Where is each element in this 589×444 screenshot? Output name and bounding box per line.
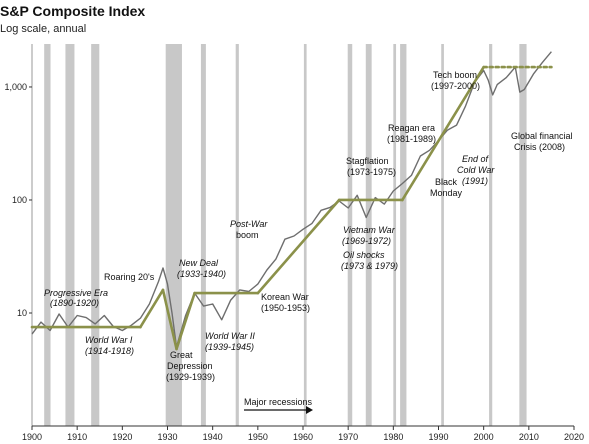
annotation-label: Roaring 20's xyxy=(104,272,155,282)
recession-band xyxy=(235,44,239,426)
annotation-label: World War I xyxy=(85,335,133,345)
annotation-label: Reagan era xyxy=(388,123,435,133)
recession-band xyxy=(200,44,206,426)
x-tick-label: 2020 xyxy=(564,432,584,442)
annotation-label: (1950-1953) xyxy=(261,303,310,313)
recession-band xyxy=(365,44,372,426)
annotation-label: Global financial xyxy=(511,131,573,141)
annotation-label: (1991) xyxy=(462,176,488,186)
recession-band xyxy=(65,44,75,426)
trend-lines xyxy=(30,65,553,351)
x-tick-label: 1960 xyxy=(293,432,313,442)
annotation-label: Crisis (2008) xyxy=(514,142,565,152)
annotation-label: (1981-1989) xyxy=(387,134,436,144)
annotation-label: Great xyxy=(170,350,193,360)
recession-band xyxy=(44,44,51,426)
x-tick-label: 1900 xyxy=(22,432,42,442)
annotation-label: (1939-1945) xyxy=(205,342,254,352)
chart-title: S&P Composite Index xyxy=(0,3,145,19)
recession-band xyxy=(303,44,307,426)
recession-band xyxy=(489,44,493,426)
recession-band xyxy=(519,44,527,426)
annotation-label: Oil shocks xyxy=(343,250,385,260)
trend-segment xyxy=(139,288,165,329)
annotations: Progressive Era(1890-1920)World War I(19… xyxy=(44,70,573,414)
axes: 1900 1910 1920 1930 1940 1950 1960 1970 1980 1990… xyxy=(4,44,584,442)
annotation-label: Post-War xyxy=(230,219,268,229)
recession-bands xyxy=(44,44,527,426)
annotation-label: Black xyxy=(435,177,458,187)
trend-segment xyxy=(175,291,196,351)
trend-segment xyxy=(401,65,485,202)
trend-segment xyxy=(256,198,341,295)
x-tick-label: 1980 xyxy=(383,432,403,442)
recession-band xyxy=(393,44,397,426)
x-tick-label: 1970 xyxy=(338,432,358,442)
annotation-label: World War II xyxy=(205,331,255,341)
x-tick-label: 1930 xyxy=(157,432,177,442)
recession-band xyxy=(91,44,100,426)
major-recessions-arrowhead xyxy=(306,406,313,414)
annotation-label: (1973 & 1979) xyxy=(341,261,398,271)
x-tick-label: 1950 xyxy=(248,432,268,442)
x-tick-label: 1940 xyxy=(203,432,223,442)
annotation-label: End of xyxy=(462,154,490,164)
x-tick-label: 2010 xyxy=(519,432,539,442)
annotation-label: Monday xyxy=(430,188,463,198)
annotation-label: (1890-1920) xyxy=(50,298,99,308)
recession-band xyxy=(347,44,353,426)
annotation-label: (1997-2000) xyxy=(431,81,480,91)
y-tick-label: 100 xyxy=(12,195,27,205)
annotation-label: New Deal xyxy=(179,258,219,268)
x-tick-label: 2000 xyxy=(474,432,494,442)
annotation-label: (1933-1940) xyxy=(177,269,226,279)
recession-band xyxy=(400,44,407,426)
annotation-label: Korean War xyxy=(261,292,309,302)
trend-segment xyxy=(161,288,178,351)
y-tick-label: 1,000 xyxy=(4,82,27,92)
recession-band xyxy=(441,44,444,426)
annotation-label: Cold War xyxy=(457,165,495,175)
annotation-label: Vietnam War xyxy=(343,225,396,235)
x-tick-label: 1920 xyxy=(112,432,132,442)
annotation-label: Major recessions xyxy=(244,397,313,407)
annotation-label: (1969-1972) xyxy=(342,236,391,246)
annotation-label: Stagflation xyxy=(346,156,389,166)
x-tick-label: 1910 xyxy=(67,432,87,442)
chart-subtitle: Log scale, annual xyxy=(0,23,86,35)
annotation-label: boom xyxy=(236,230,259,240)
annotation-label: (1914-1918) xyxy=(85,346,134,356)
annotation-label: Depression xyxy=(167,361,213,371)
annotation-label: (1973-1975) xyxy=(347,167,396,177)
annotation-label: (1929-1939) xyxy=(166,372,215,382)
annotation-label: Tech boom xyxy=(433,70,477,80)
x-tick-label: 1990 xyxy=(428,432,448,442)
annotation-label: Progressive Era xyxy=(44,288,108,298)
y-tick-label: 10 xyxy=(17,308,27,318)
recession-band xyxy=(165,44,182,426)
